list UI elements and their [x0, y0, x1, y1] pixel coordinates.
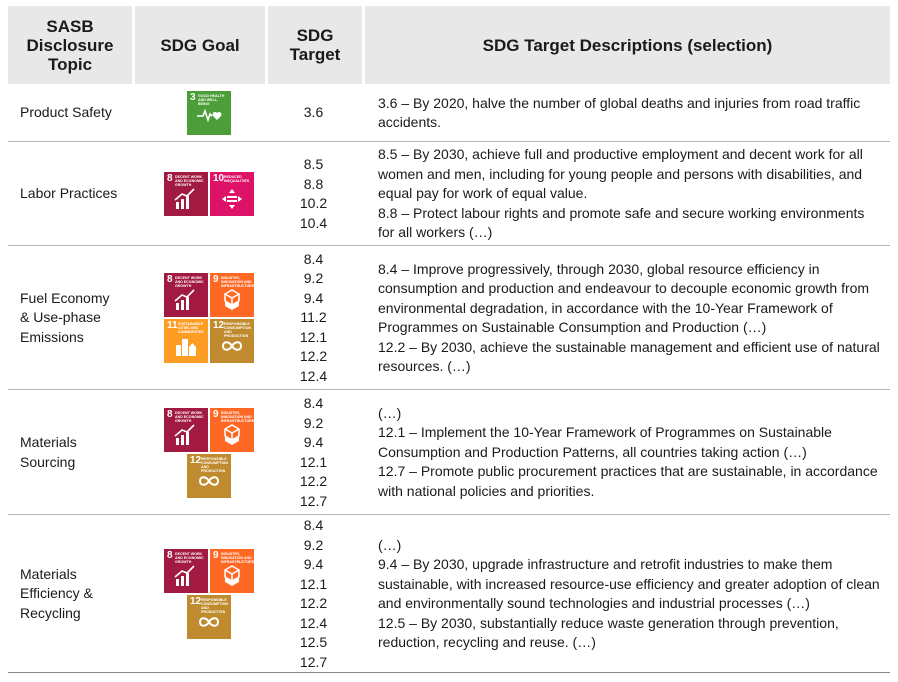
sdg-8-icon: 8 Decent Work and Economic Growth [164, 549, 208, 593]
description-text: 9.4 – By 2030, upgrade infrastructure an… [378, 556, 880, 611]
target-value: 10.2 [299, 195, 328, 211]
target-value: 8.4 [303, 250, 324, 267]
target-value: 8.5 [303, 156, 324, 172]
target-value: 12.2 [299, 348, 328, 365]
sdg-8-icon: 8 Decent Work and Economic Growth [164, 273, 208, 317]
sdg-12-icon: 12 Responsible Consumption and Production [187, 453, 231, 498]
goal-cell: 8 Decent Work and Economic Growth 9 Indust… [154, 390, 264, 515]
sdg-3-icon: 3 Good Health and Well-Being [187, 91, 231, 135]
sdg-10-icon: 10 Reduced Inequalities [210, 172, 254, 216]
description-text: 12.5 – By 2030, substantially reduce was… [378, 614, 839, 651]
sdg-9-icon: 9 Industry, Innovation and Infrastructure [210, 549, 254, 593]
target-cell: 8.4 9.2 9.4 12.1 12.2 12.7 [266, 390, 361, 515]
target-value: 12.1 [299, 328, 328, 345]
target-value: 8.4 [303, 517, 324, 533]
description-text: 3.6 – By 2020, halve the number of globa… [378, 94, 861, 131]
description-cell: 8.4 – Improve progressively, through 203… [378, 246, 884, 390]
goal-cell: 8 Decent Work and Economic Growth 10 Reduc… [154, 142, 264, 246]
topic-cell: Materials Efficiency & Recycling [20, 565, 93, 621]
header-topic: SASB Disclosure Topic [26, 16, 114, 74]
target-value: 12.5 [299, 634, 328, 650]
target-cell: 8.4 9.2 9.4 12.1 12.2 12.4 12.5 12.7 [266, 515, 361, 673]
sdg-9-icon: 9 Industry, Innovation and Infrastructure [210, 407, 254, 452]
table-row: Labor Practices 8 Decent Work and Economi… [8, 142, 890, 246]
target-value: 12.1 [299, 453, 328, 470]
description-text: 12.2 – By 2030, achieve the sustainable … [378, 338, 880, 375]
table-header: SASB Disclosure Topic SDG Goal SDG Targe… [8, 6, 890, 84]
table-row: Fuel Economy & Use-phase Emissions 8 Decent… [8, 246, 890, 390]
description-text: 8.8 – Protect labour rights and promote … [378, 204, 865, 241]
sdg-12-icon: 12 Responsible Consumption and Production [187, 595, 231, 639]
sdg-9-icon: 9 Industry, Innovation and Infrastructure [210, 273, 254, 317]
description-text: (…) [378, 404, 402, 421]
target-value: 12.4 [299, 614, 328, 631]
description-text: (…) [378, 536, 402, 553]
table-row: Product Safety 3 Good Health and Well-Bei… [8, 84, 890, 142]
goal-cell: 8 Decent Work and Economic Growth 9 Indust… [154, 515, 264, 673]
description-cell: (…) 12.1 – Implement the 10-Year Framewo… [378, 390, 884, 515]
target-cell: 8.4 9.2 9.4 11.2 12.1 12.2 12.4 [266, 246, 361, 390]
target-value: 12.2 [299, 473, 328, 489]
target-value: 12.4 [299, 367, 328, 384]
target-value: 8.8 [303, 175, 324, 192]
header-goal: SDG Goal [160, 35, 240, 55]
sdg-11-icon: 11 Sustainable Cities and Communities [164, 319, 208, 363]
target-value: 10.4 [299, 214, 328, 231]
target-value: 9.4 [303, 289, 324, 306]
description-text: 12.7 – Promote public procurement practi… [378, 463, 878, 499]
topic-cell: Labor Practices [20, 185, 118, 202]
sdg-8-icon: 8 Decent Work and Economic Growth [164, 407, 208, 452]
sdg-8-icon: 8 Decent Work and Economic Growth [164, 172, 208, 216]
description-text: 12.1 – Implement the 10-Year Framework o… [378, 424, 832, 460]
target-value: 12.2 [299, 595, 328, 611]
description-cell: 3.6 – By 2020, halve the number of globa… [378, 84, 884, 142]
target-value: 9.2 [303, 536, 324, 553]
sdg-12-icon: 12 Responsible Consumption and Production [210, 319, 254, 363]
target-value: 9.2 [303, 414, 324, 431]
header-target: SDG Target [289, 26, 341, 64]
target-value: 11.2 [300, 309, 327, 326]
target-value: 9.4 [303, 556, 324, 572]
description-text: 8.4 – Improve progressively, through 203… [378, 260, 870, 336]
table-row: Materials Efficiency & Recycling 8 Decent W… [8, 515, 890, 673]
target-cell: 8.5 8.8 10.2 10.4 [266, 142, 361, 246]
topic-cell: Materials Sourcing [20, 434, 77, 470]
goal-cell: 3 Good Health and Well-Being [154, 84, 264, 142]
description-text: 8.5 – By 2030, achieve full and producti… [378, 146, 863, 202]
target-value: 8.4 [303, 395, 324, 411]
target-value: 12.7 [299, 653, 328, 670]
target-value: 12.1 [299, 575, 328, 592]
target-value: 9.2 [303, 270, 324, 287]
target-value: 9.4 [303, 434, 324, 450]
topic-cell: Product Safety [20, 104, 112, 121]
description-cell: 8.5 – By 2030, achieve full and producti… [378, 142, 884, 246]
target-value: 12.7 [299, 492, 328, 509]
header-descriptions: SDG Target Descriptions (selection) [482, 35, 773, 55]
topic-cell: Fuel Economy & Use-phase Emissions [20, 289, 110, 345]
description-cell: (…) 9.4 – By 2030, upgrade infrastructur… [378, 515, 884, 673]
target-cell: 3.6 [266, 84, 361, 142]
table-row: Materials Sourcing 8 Decent Work and Econo… [8, 390, 890, 515]
target-value: 3.6 [303, 104, 324, 121]
goal-cell: 8 Decent Work and Economic Growth 9 Indust… [154, 246, 264, 390]
